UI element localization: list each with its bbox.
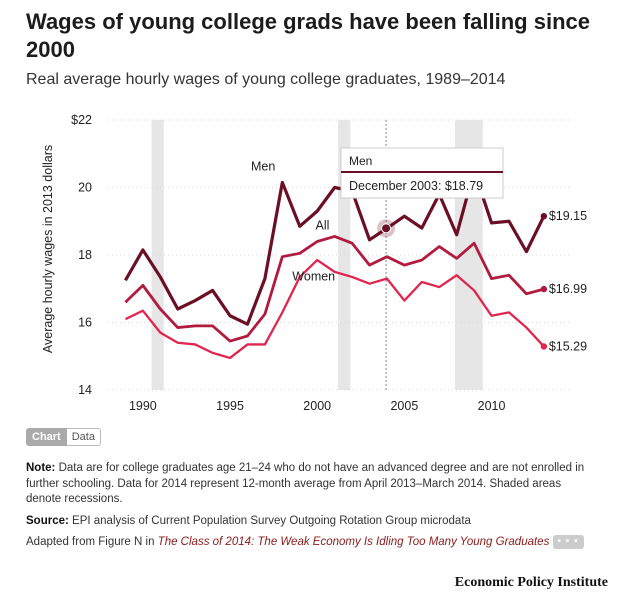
y-tick-label: 16	[78, 316, 92, 330]
y-tick-label: 20	[78, 181, 92, 195]
end-label-men: $19.15	[549, 209, 587, 223]
series-label-women: Women	[292, 269, 335, 283]
end-label-all: $16.99	[549, 282, 587, 296]
chart-tab[interactable]: Chart	[26, 428, 67, 446]
series-line-all	[124, 235, 545, 343]
series-label-all: All	[315, 219, 329, 233]
y-tick-label: 18	[78, 248, 92, 262]
end-label-women: $15.29	[549, 339, 587, 353]
note-text: Data are for college graduates age 21–24…	[26, 462, 585, 505]
tooltip-series: Men	[349, 154, 372, 168]
x-tick-label: 2000	[303, 399, 331, 413]
series-labels: $19.15 Men $16.99 All $15.29 Women	[251, 160, 587, 354]
x-tick-label: 2005	[390, 399, 418, 413]
x-tick-label: 1990	[129, 399, 157, 413]
series-line-women	[124, 258, 545, 360]
x-axis-ticks: 1990 1995 2000 2005 2010	[129, 399, 506, 413]
end-point-all	[540, 285, 548, 293]
series-lines	[124, 169, 548, 360]
chart-subtitle: Real average hourly wages of young colle…	[26, 71, 506, 88]
adapted-prefix: Adapted from Figure N in	[26, 536, 158, 549]
x-tick-label: 1995	[216, 399, 244, 413]
report-link[interactable]: The Class of 2014: The Weak Economy Is I…	[157, 536, 550, 549]
series-label-men: Men	[251, 160, 275, 174]
source-label: Source:	[26, 514, 69, 527]
more-button[interactable]: • • •	[552, 535, 584, 549]
end-point-men	[540, 212, 548, 220]
x-tick-label: 2010	[478, 399, 506, 413]
data-tab[interactable]: Data	[66, 428, 101, 446]
y-tick-label: 14	[78, 383, 92, 397]
recession-band-1	[151, 120, 164, 390]
y-axis-ticks: 14 16 18 20 $22	[71, 113, 92, 397]
source: Source: EPI analysis of Current Populati…	[26, 514, 596, 530]
y-axis-label: Average hourly wages in 2013 dollars	[41, 145, 55, 353]
chart-title: Wages of young college grads have been f…	[26, 9, 590, 62]
note: Note: Data are for college graduates age…	[26, 461, 596, 508]
brand-logo: Economic Policy Institute	[454, 575, 608, 590]
view-toggle: Chart Data	[26, 428, 101, 446]
source-text: EPI analysis of Current Population Surve…	[72, 514, 471, 527]
tooltip: Men December 2003: $18.79	[340, 147, 504, 238]
note-label: Note:	[26, 462, 56, 474]
chart-notes: Note: Data are for college graduates age…	[26, 461, 596, 557]
y-tick-label: $22	[71, 113, 92, 127]
adapted-from: Adapted from Figure N in The Class of 20…	[26, 535, 596, 551]
end-point-women	[540, 343, 548, 350]
line-chart[interactable]: 14 16 18 20 $22 1990 1995 2000 2005 2010 $19.15 M…	[0, 100, 624, 420]
hover-point	[381, 223, 392, 234]
tooltip-value: December 2003: $18.79	[349, 179, 483, 193]
